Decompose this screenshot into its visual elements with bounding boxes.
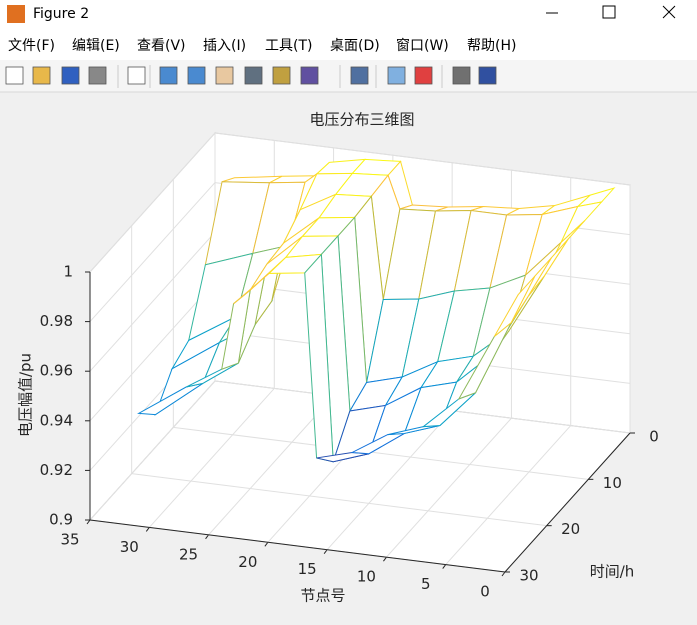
menu-item[interactable]: 查看(V) bbox=[137, 38, 186, 54]
z-tick-label: 0.94 bbox=[40, 411, 73, 429]
z-tick-label: 0.98 bbox=[40, 312, 73, 330]
title-bar bbox=[0, 0, 697, 30]
grid-line bbox=[89, 380, 216, 521]
x-tick bbox=[264, 541, 269, 547]
tool-button[interactable] bbox=[244, 66, 263, 85]
x-tick bbox=[205, 534, 209, 540]
x-tick-label: 0 bbox=[480, 583, 490, 601]
window-title: Figure 2 bbox=[33, 6, 89, 22]
z-tick-label: 0.96 bbox=[40, 362, 73, 380]
grid-line bbox=[89, 182, 216, 322]
tool-button[interactable] bbox=[414, 66, 433, 85]
menu-item[interactable]: 文件(F) bbox=[8, 38, 55, 54]
z-axis-label: 电压幅值/pu bbox=[17, 353, 35, 437]
grid-line bbox=[214, 132, 631, 186]
tool-button[interactable] bbox=[350, 66, 369, 85]
tool-button[interactable] bbox=[478, 66, 497, 85]
y-tick-label: 20 bbox=[561, 520, 580, 538]
tool-button[interactable] bbox=[5, 66, 24, 85]
x-tick bbox=[501, 571, 506, 577]
x-tick bbox=[86, 519, 91, 525]
y-tick-label: 30 bbox=[519, 567, 538, 585]
app-icon bbox=[7, 5, 25, 23]
tool-button[interactable] bbox=[300, 66, 319, 85]
tool-button[interactable] bbox=[272, 66, 291, 85]
x-tick-label: 30 bbox=[120, 538, 139, 556]
menu-item[interactable]: 插入(I) bbox=[203, 38, 246, 54]
axis-line bbox=[504, 432, 631, 573]
chart-title: 电压分布三维图 bbox=[309, 111, 414, 129]
menu-bar bbox=[0, 30, 697, 60]
x-axis-label: 节点号 bbox=[300, 587, 345, 605]
menu-item[interactable]: 工具(T) bbox=[265, 38, 312, 54]
y-tick-label: 10 bbox=[603, 474, 622, 492]
menu-item[interactable]: 帮助(H) bbox=[467, 38, 516, 54]
y-tick-label: 0 bbox=[649, 428, 659, 446]
grid-line bbox=[386, 417, 512, 558]
grid-line bbox=[148, 388, 275, 528]
tool-button[interactable] bbox=[32, 66, 51, 85]
toolbar-buttons bbox=[5, 65, 497, 88]
grid-line bbox=[89, 281, 216, 422]
x-tick-label: 20 bbox=[238, 553, 257, 571]
x-tick bbox=[383, 556, 387, 562]
grid-line bbox=[173, 426, 589, 480]
x-tick-label: 15 bbox=[298, 560, 317, 578]
grid-line bbox=[445, 425, 572, 565]
x-tick-label: 5 bbox=[421, 575, 431, 593]
tool-button[interactable] bbox=[88, 66, 107, 85]
plot: 电压分布三维图 节点号 时间/h 电压幅值/pu 0.9 0.92 0.94 0.96… bbox=[17, 111, 659, 605]
menu: 文件(F) 编辑(E) 查看(V) 插入(I) 工具(T) 桌面(D) 窗口(W) 帮助(H) bbox=[8, 37, 516, 54]
x-tick-label: 25 bbox=[179, 545, 198, 563]
tool-button[interactable] bbox=[159, 66, 178, 85]
tool-button[interactable] bbox=[127, 66, 146, 85]
axis-line bbox=[89, 519, 506, 573]
x-tick bbox=[145, 527, 150, 532]
grid-line bbox=[208, 395, 334, 536]
menu-item[interactable]: 编辑(E) bbox=[72, 38, 120, 54]
z-tick-label: 0.92 bbox=[40, 461, 73, 479]
z-tick-label: 0.9 bbox=[49, 511, 73, 529]
x-tick-label: 35 bbox=[60, 531, 79, 549]
grid-line bbox=[131, 473, 547, 527]
tool-button[interactable] bbox=[61, 66, 80, 85]
close-button[interactable] bbox=[662, 5, 676, 19]
grid-line bbox=[326, 410, 453, 551]
toolbar bbox=[0, 60, 697, 92]
tool-button[interactable] bbox=[452, 66, 471, 85]
z-tick-label: 1 bbox=[63, 263, 73, 281]
menu-item[interactable]: 窗口(W) bbox=[396, 37, 449, 54]
menu-item[interactable]: 桌面(D) bbox=[330, 38, 380, 54]
x-tick bbox=[442, 564, 447, 569]
x-tick bbox=[323, 549, 328, 555]
mesh-cell bbox=[493, 275, 536, 337]
grid-line bbox=[89, 231, 216, 372]
tool-button[interactable] bbox=[215, 66, 234, 85]
tool-button[interactable] bbox=[187, 66, 206, 85]
y-axis-label: 时间/h bbox=[590, 563, 635, 581]
tool-button[interactable] bbox=[387, 66, 406, 85]
grid-line bbox=[89, 132, 216, 273]
x-tick-label: 10 bbox=[357, 568, 376, 586]
maximize-button[interactable] bbox=[602, 5, 616, 19]
